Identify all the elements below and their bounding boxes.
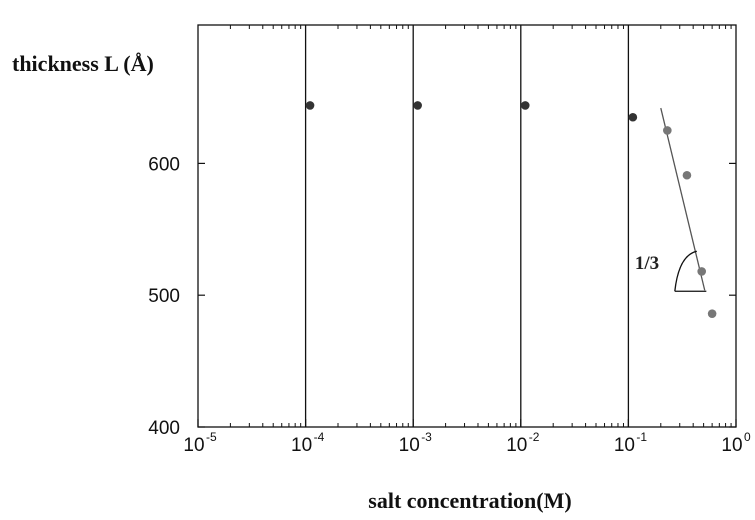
y-tick-label: 400 bbox=[148, 418, 180, 439]
x-tick-label: 10 bbox=[721, 435, 742, 456]
data-points bbox=[305, 101, 717, 318]
y-tick-label: 600 bbox=[148, 154, 180, 175]
y-tick-label: 500 bbox=[148, 286, 180, 307]
x-tick-exponent: -1 bbox=[636, 430, 647, 444]
fit-line bbox=[660, 107, 706, 291]
x-tick-labels: 10 -5 10 -4 10 -3 10 -2 10 -1 10 0 bbox=[183, 430, 751, 456]
x-tick-label: 10 bbox=[183, 435, 204, 456]
x-tick-label: 10 bbox=[291, 435, 312, 456]
x-tick-exponent: -5 bbox=[206, 430, 217, 444]
x-axis-title: salt concentration(M) bbox=[368, 488, 571, 513]
x-tick-exponent: 0 bbox=[744, 430, 751, 444]
y-axis-title: thickness L (Å) bbox=[12, 51, 154, 76]
data-point bbox=[628, 112, 638, 122]
x-tick-label: 10 bbox=[399, 435, 420, 456]
grid-lines bbox=[304, 25, 630, 427]
x-tick-exponent: -3 bbox=[421, 430, 432, 444]
x-tick-exponent: -4 bbox=[314, 430, 325, 444]
x-tick-label: 10 bbox=[614, 435, 635, 456]
fit-annotation: 1/3 bbox=[635, 107, 707, 292]
data-point bbox=[413, 101, 422, 110]
plot-frame bbox=[197, 24, 737, 428]
data-point bbox=[682, 170, 692, 180]
y-tick-labels: 600 500 400 bbox=[148, 154, 180, 439]
data-point bbox=[707, 309, 717, 318]
data-point bbox=[520, 101, 530, 110]
data-point bbox=[697, 267, 707, 276]
data-point bbox=[663, 126, 672, 135]
x-tick-label: 10 bbox=[506, 435, 527, 456]
slope-arc bbox=[674, 250, 697, 292]
x-tick-exponent: -2 bbox=[529, 430, 540, 444]
minor-ticks bbox=[197, 25, 737, 428]
slope-label: 1/3 bbox=[635, 253, 659, 274]
data-point bbox=[305, 101, 315, 110]
